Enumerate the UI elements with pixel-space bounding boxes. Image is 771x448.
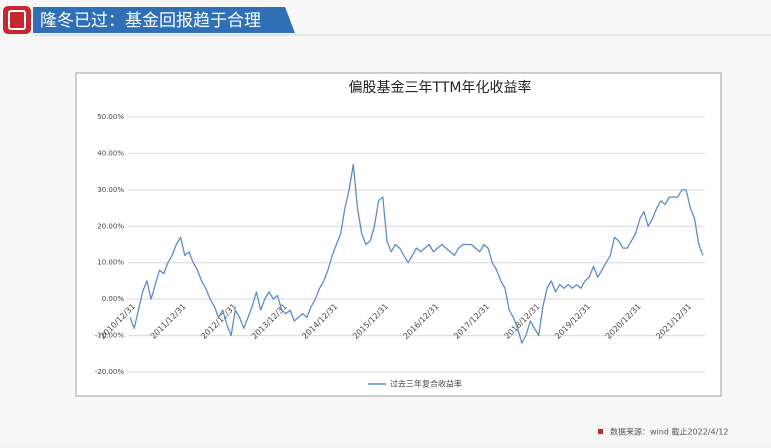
y-tick-label: 30.00% [97,186,124,194]
y-tick-label: -20.00% [95,368,125,376]
logo-mark [8,10,26,30]
y-tick-label: 40.00% [97,149,124,157]
title-banner [33,7,295,33]
slide-title: 隆冬已过：基金回报趋于合理 [40,11,261,31]
y-tick-label: 10.00% [97,259,124,267]
y-tick-label: -10.00% [95,332,125,340]
y-tick-label: 20.00% [97,222,124,230]
legend-label: 过去三年复合收益率 [390,379,462,389]
source-marker [598,429,603,434]
series-line [129,163,704,344]
y-tick-label: 0.00% [102,295,125,303]
chart-frame [75,72,722,397]
source-note: 数据来源：wind 截止2022/4/12 [610,427,728,437]
chart-title: 偏股基金三年TTM年化收益率 [349,79,532,96]
y-tick-label: 50.00% [97,113,124,121]
